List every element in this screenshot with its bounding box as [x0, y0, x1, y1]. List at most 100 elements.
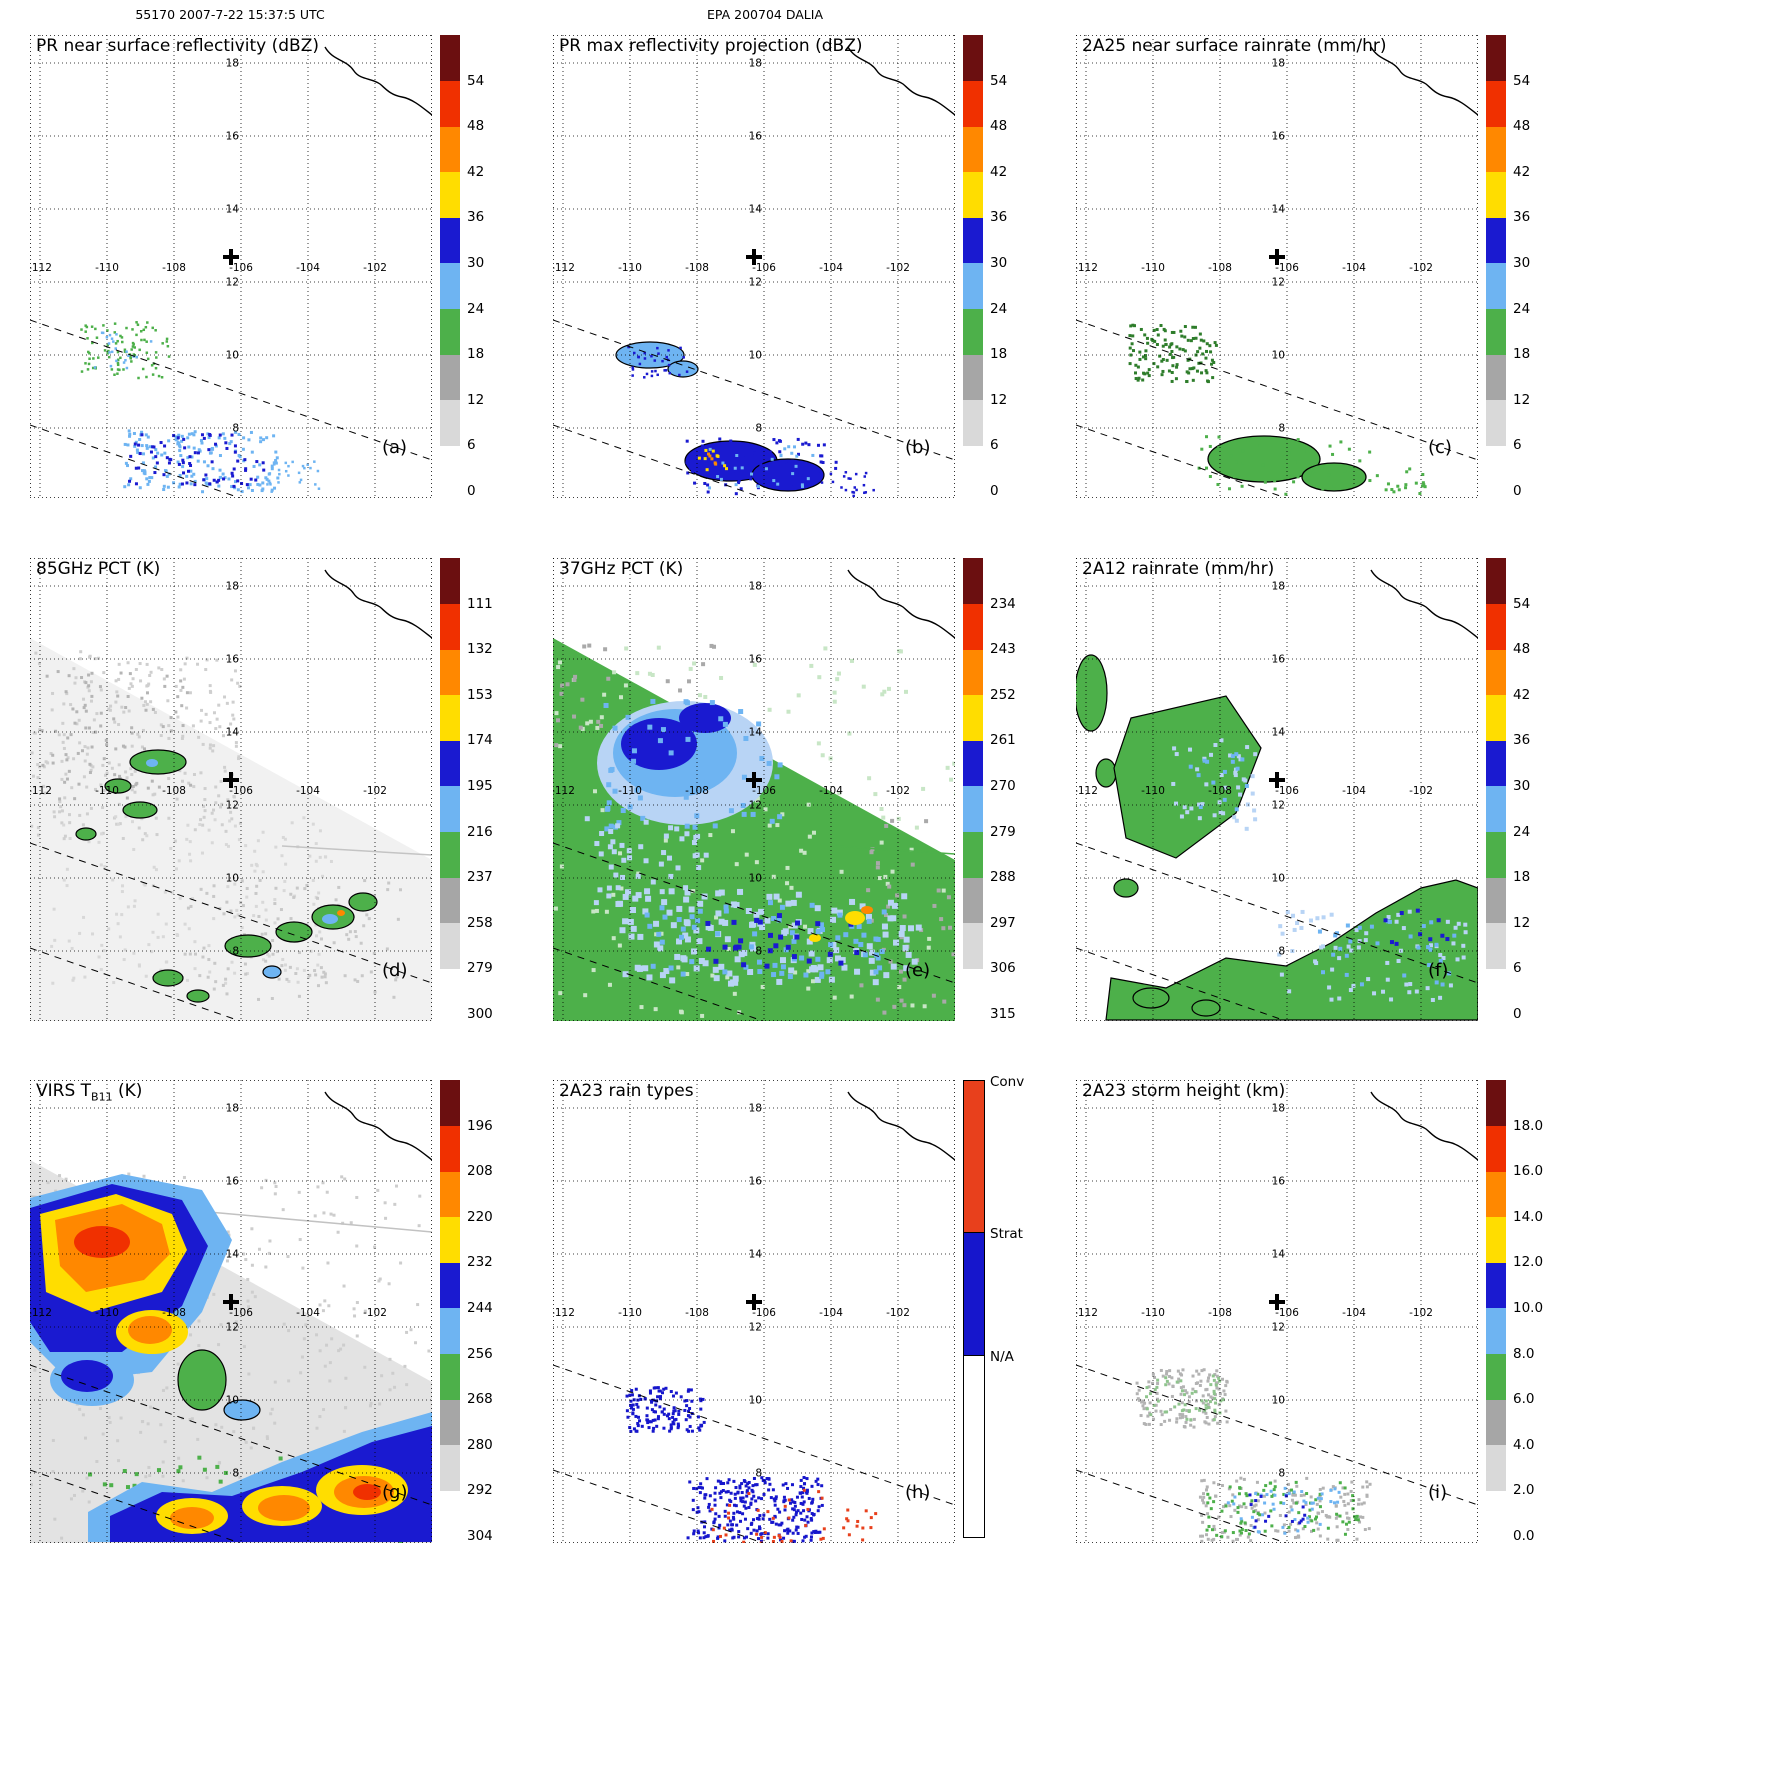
colorbar-i: 0.0 2.0 4.0 6.0 8.0 10.0 12.0 14.0 16.0 18.0 [1486, 1080, 1576, 1544]
svg-text:-112: -112 [553, 1307, 575, 1319]
colorbar-d: 300 279 258 237 216 195 174 153 132 111 [440, 558, 530, 1022]
svg-text:8: 8 [755, 423, 762, 435]
svg-text:14: 14 [1272, 727, 1286, 739]
svg-text:-110: -110 [1141, 785, 1165, 797]
svg-text:-108: -108 [162, 1307, 186, 1319]
panel-title-g-units: (K) [112, 1081, 143, 1101]
svg-text:16: 16 [749, 1176, 763, 1188]
svg-text:8: 8 [755, 1468, 762, 1480]
panel-title-b: PR max reflectivity projection (dBZ) [559, 36, 863, 56]
svg-text:-106: -106 [229, 785, 253, 797]
svg-text:14: 14 [226, 204, 240, 216]
svg-text:16: 16 [1272, 1176, 1286, 1188]
svg-text:-110: -110 [95, 262, 119, 274]
svg-text:14: 14 [749, 204, 763, 216]
svg-text:18: 18 [1272, 1103, 1285, 1115]
panel-letter-g: (g) [382, 1482, 408, 1503]
panel-title-g: VIRS TB11 (K) [36, 1081, 142, 1103]
colorbar-g: 304 292 280 268 256 244 232 220 208 196 [440, 1080, 530, 1544]
svg-text:-104: -104 [296, 262, 320, 274]
panel-title-i: 2A23 storm height (km) [1082, 1081, 1286, 1101]
map-plot-d: 18 16 14 12 10 8 -112 -110 -108 -106 -104 -102 [30, 558, 432, 1021]
svg-text:16: 16 [226, 1176, 240, 1188]
panel-title-d: 85GHz PCT (K) [36, 559, 161, 579]
svg-text:-104: -104 [296, 785, 320, 797]
panel-letter-i: (i) [1428, 1482, 1448, 1503]
map-plot-b: 18 16 14 12 10 8 -112 -110 -108 -106 -104 -102 [553, 35, 955, 498]
panel-title-h: 2A23 rain types [559, 1081, 694, 1101]
panel-i: 18 16 14 12 10 8 -112 -110 -108 -106 -104 -102 2A23… [1076, 1080, 1581, 1548]
svg-text:-112: -112 [1076, 785, 1098, 797]
svg-text:-110: -110 [1141, 1307, 1165, 1319]
svg-text:14: 14 [226, 727, 240, 739]
panel-letter-e: (e) [905, 960, 931, 981]
svg-text:12: 12 [1272, 800, 1285, 812]
svg-text:-106: -106 [752, 1307, 776, 1319]
svg-text:-112: -112 [1076, 1307, 1098, 1319]
colorbar-c: 0 6 12 18 24 30 36 42 48 54 [1486, 35, 1576, 499]
svg-text:-108: -108 [685, 1307, 709, 1319]
svg-text:-110: -110 [618, 785, 642, 797]
svg-text:12: 12 [749, 1322, 762, 1334]
panel-letter-f: (f) [1428, 960, 1449, 981]
svg-text:-110: -110 [95, 1307, 119, 1319]
svg-text:12: 12 [1272, 277, 1285, 289]
svg-text:-108: -108 [1208, 785, 1232, 797]
svg-text:18: 18 [749, 581, 762, 593]
svg-text:-112: -112 [553, 262, 575, 274]
svg-text:-112: -112 [30, 785, 52, 797]
svg-text:16: 16 [749, 131, 763, 143]
svg-text:-102: -102 [886, 262, 910, 274]
svg-text:10: 10 [226, 1395, 239, 1407]
svg-text:14: 14 [749, 1249, 763, 1261]
svg-text:10: 10 [1272, 1395, 1285, 1407]
svg-text:-106: -106 [752, 785, 776, 797]
panel-d: 18 16 14 12 10 8 -112 -110 -108 -106 -104 -102 85GH… [30, 558, 535, 1026]
svg-text:12: 12 [749, 277, 762, 289]
panel-title-g-subscript: B11 [91, 1090, 113, 1104]
map-plot-h: 18 16 14 12 10 8 -112 -110 -108 -106 -104 -102 [553, 1080, 955, 1543]
svg-text:-104: -104 [1342, 262, 1366, 274]
map-plot-c: 18 16 14 12 10 8 -112 -110 -108 -106 -104 -102 [1076, 35, 1478, 498]
panel-g: 18 16 14 12 10 8 -112 -110 -108 -106 -104 -102 VIRS… [30, 1080, 535, 1548]
svg-text:12: 12 [226, 800, 239, 812]
svg-text:-112: -112 [30, 262, 52, 274]
svg-text:8: 8 [232, 423, 239, 435]
svg-text:14: 14 [749, 727, 763, 739]
svg-text:-102: -102 [363, 262, 387, 274]
svg-text:18: 18 [749, 1103, 762, 1115]
panel-letter-d: (d) [382, 960, 408, 981]
svg-text:14: 14 [1272, 204, 1286, 216]
svg-text:12: 12 [1272, 1322, 1285, 1334]
map-plot-a: 18 16 14 12 10 8 -112 -110 -108 -106 -104 -102 [30, 35, 432, 498]
svg-text:-112: -112 [30, 1307, 52, 1319]
svg-text:8: 8 [232, 946, 239, 958]
svg-text:-110: -110 [618, 1307, 642, 1319]
svg-text:-110: -110 [1141, 262, 1165, 274]
panel-f: 18 16 14 12 10 8 -112 -110 -108 -106 -104 -102 2A12… [1076, 558, 1581, 1026]
svg-text:-102: -102 [886, 1307, 910, 1319]
svg-text:8: 8 [1278, 423, 1285, 435]
svg-text:12: 12 [749, 800, 762, 812]
svg-text:16: 16 [226, 654, 240, 666]
colorbar-e: 315 306 297 288 279 270 261 252 243 234 [963, 558, 1053, 1022]
svg-text:-102: -102 [363, 1307, 387, 1319]
panel-letter-b: (b) [905, 437, 931, 458]
svg-text:-106: -106 [1275, 1307, 1299, 1319]
map-plot-f: 18 16 14 12 10 8 -112 -110 -108 -106 -104 -102 [1076, 558, 1478, 1021]
svg-text:-102: -102 [1409, 262, 1433, 274]
svg-text:-104: -104 [296, 1307, 320, 1319]
svg-text:12: 12 [226, 277, 239, 289]
svg-text:-106: -106 [229, 1307, 253, 1319]
svg-text:-112: -112 [553, 785, 575, 797]
svg-text:-102: -102 [1409, 785, 1433, 797]
panel-title-c: 2A25 near surface rainrate (mm/hr) [1082, 36, 1387, 56]
svg-text:-104: -104 [1342, 1307, 1366, 1319]
svg-text:8: 8 [755, 946, 762, 958]
svg-text:-104: -104 [819, 1307, 843, 1319]
svg-text:-112: -112 [1076, 262, 1098, 274]
panel-h: 18 16 14 12 10 8 -112 -110 -108 -106 -104 -102 2A23… [553, 1074, 1058, 1548]
colorbar-h: Conv Strat N/A [963, 1074, 1053, 1538]
colorbar-a: 0 6 12 18 24 30 36 42 48 54 [440, 35, 530, 499]
